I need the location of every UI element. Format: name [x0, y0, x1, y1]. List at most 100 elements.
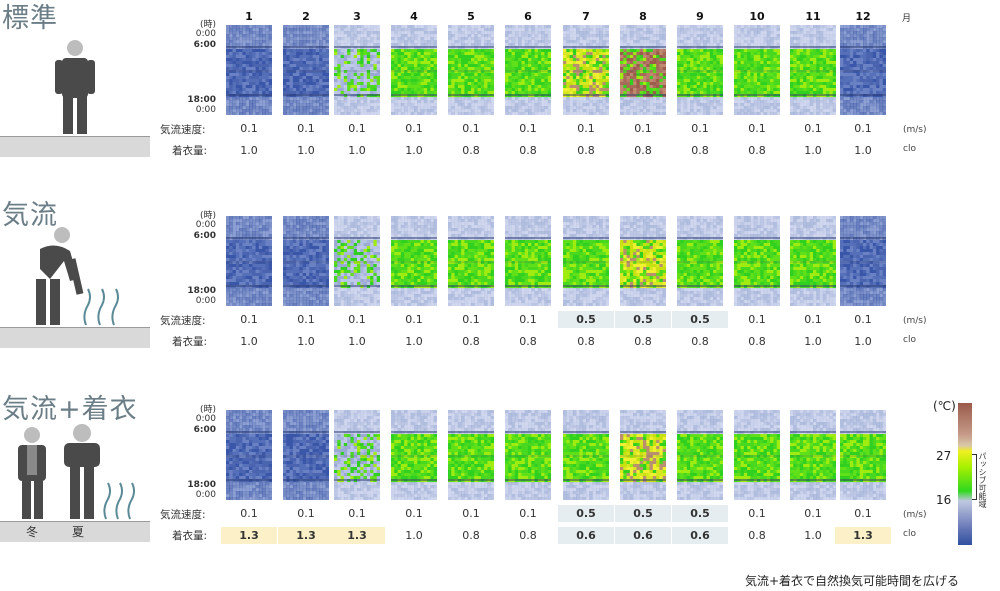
airflow-value: 0.1: [854, 507, 872, 520]
legend-color-bar: [958, 403, 972, 545]
airflow-value: 0.1: [748, 122, 766, 135]
airflow-value: 0.5: [615, 505, 671, 522]
ground-strip: [0, 521, 150, 542]
section-title: 気流: [2, 200, 58, 231]
time-label: (時): [199, 405, 216, 415]
clothing-row-label: 着衣量:: [172, 145, 208, 157]
clothing-value: 0.6: [672, 527, 728, 544]
time-label: (時): [199, 211, 216, 221]
clothing-value: 1.0: [804, 335, 822, 348]
clothing-value: 0.8: [691, 144, 709, 157]
ground-strip: [0, 136, 150, 157]
clothing-value: 1.0: [854, 335, 872, 348]
airflow-value: 0.1: [405, 313, 423, 326]
clothing-value: 0.8: [462, 529, 480, 542]
legend-bracket: [972, 454, 977, 500]
airflow-value: 0.1: [462, 122, 480, 135]
airflow-unit: (m/s): [903, 125, 927, 135]
clothing-value: 1.0: [348, 144, 366, 157]
heatmap-cell: [334, 410, 380, 500]
heatmap-cell: [840, 216, 886, 306]
time-label: 0:00: [195, 414, 216, 424]
month-label: 11: [805, 10, 821, 23]
clothing-value: 0.8: [519, 335, 537, 348]
section-title: 標準: [2, 3, 58, 34]
heatmap-cell: [226, 25, 272, 115]
airflow-value: 0.1: [854, 122, 872, 135]
airflow-unit: (m/s): [903, 510, 927, 520]
clothing-value: 1.0: [405, 529, 423, 542]
figure-label: 冬: [26, 525, 39, 539]
heatmap-cell: [620, 216, 666, 306]
airflow-value: 0.5: [672, 505, 728, 522]
airflow-value: 0.1: [348, 313, 366, 326]
airflow-unit: (m/s): [903, 316, 927, 326]
airflow-value: 0.1: [462, 507, 480, 520]
heatmap-cell: [563, 216, 609, 306]
heatmap-cell: [391, 410, 437, 500]
clothing-value: 1.0: [297, 144, 315, 157]
airflow-value: 0.1: [634, 122, 652, 135]
clothing-value: 0.8: [748, 144, 766, 157]
time-label: 0:00: [195, 105, 216, 115]
airflow-row-label: 気流速度:: [160, 315, 206, 327]
airflow-value: 0.1: [691, 122, 709, 135]
month-label: 4: [410, 10, 418, 23]
airflow-value: 0.1: [748, 313, 766, 326]
time-label: 0:00: [195, 220, 216, 230]
airflow-value: 0.1: [405, 507, 423, 520]
clothing-value: 0.8: [462, 335, 480, 348]
heatmap-cell: [505, 216, 551, 306]
clothing-value: 1.0: [405, 144, 423, 157]
time-label: 6:00: [193, 231, 216, 241]
airflow-value: 0.1: [462, 313, 480, 326]
time-label: 6:00: [193, 40, 216, 50]
month-label: 12: [855, 10, 871, 23]
month-label: 8: [639, 10, 647, 23]
heatmap-cell: [334, 25, 380, 115]
heatmap-cell: [283, 25, 329, 115]
month-label: 3: [353, 10, 361, 23]
clothing-value: 0.8: [519, 144, 537, 157]
clothing-unit: clo: [903, 529, 916, 539]
legend-27: 27: [936, 449, 952, 463]
airflow-row-label: 気流速度:: [160, 124, 206, 136]
time-label: 18:00: [187, 286, 216, 296]
heatmap-cell: [734, 410, 780, 500]
airflow-value: 0.5: [558, 505, 614, 522]
person-with-airflow-icon: [36, 227, 119, 326]
month-label: 9: [696, 10, 704, 23]
clothing-value: 1.3: [329, 527, 385, 544]
airflow-value: 0.1: [519, 507, 537, 520]
airflow-value: 0.1: [804, 122, 822, 135]
time-label: (時): [199, 20, 216, 30]
time-label: 18:00: [187, 480, 216, 490]
clothing-value: 0.8: [462, 144, 480, 157]
heatmap-cell: [283, 410, 329, 500]
heatmap-cell: [448, 25, 494, 115]
clothing-value: 1.0: [804, 529, 822, 542]
heatmap-cell: [677, 410, 723, 500]
airflow-value: 0.1: [240, 507, 258, 520]
time-label: 6:00: [193, 425, 216, 435]
clothing-value: 1.0: [405, 335, 423, 348]
clothing-value: 0.8: [519, 529, 537, 542]
heatmap-cell: [391, 216, 437, 306]
ground-strip: [0, 327, 150, 348]
heatmap-cell: [677, 216, 723, 306]
clothing-unit: clo: [903, 144, 916, 154]
standing-person-icon: [55, 40, 95, 134]
heatmap-cell: [790, 216, 836, 306]
airflow-value: 0.1: [577, 122, 595, 135]
winter-summer-persons-icon: [18, 424, 135, 520]
heatmap-cell: [677, 25, 723, 115]
airflow-row-label: 気流速度:: [160, 509, 206, 521]
month-unit: 月: [902, 14, 912, 24]
heatmap-cell: [391, 25, 437, 115]
heatmap-cell: [734, 25, 780, 115]
clothing-value: 1.3: [221, 527, 277, 544]
month-label: 1: [245, 10, 253, 23]
airflow-value: 0.5: [672, 311, 728, 328]
clothing-value: 0.8: [748, 335, 766, 348]
clothing-value: 0.6: [615, 527, 671, 544]
